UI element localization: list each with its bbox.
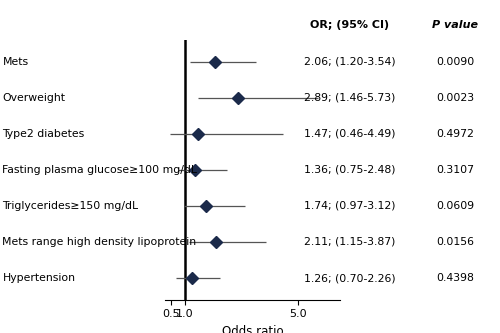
Text: Triglycerides≥150 mg/dL: Triglycerides≥150 mg/dL	[2, 201, 138, 211]
Text: 0.3107: 0.3107	[436, 165, 474, 175]
Text: 2.06; (1.20-3.54): 2.06; (1.20-3.54)	[304, 57, 396, 67]
Text: 0.4398: 0.4398	[436, 273, 474, 283]
Text: 1.26; (0.70-2.26): 1.26; (0.70-2.26)	[304, 273, 396, 283]
Text: Mets range high density lipoprotein: Mets range high density lipoprotein	[2, 237, 196, 247]
Text: Overweight: Overweight	[2, 93, 66, 103]
Text: 0.4972: 0.4972	[436, 129, 474, 139]
Text: 1.36; (0.75-2.48): 1.36; (0.75-2.48)	[304, 165, 396, 175]
Text: Hypertension: Hypertension	[2, 273, 76, 283]
Text: 1.74; (0.97-3.12): 1.74; (0.97-3.12)	[304, 201, 396, 211]
Text: 0.0156: 0.0156	[436, 237, 474, 247]
Text: P value: P value	[432, 20, 478, 30]
Text: 0.0090: 0.0090	[436, 57, 474, 67]
Text: 2.11; (1.15-3.87): 2.11; (1.15-3.87)	[304, 237, 396, 247]
Text: Fasting plasma glucose≥100 mg/dL: Fasting plasma glucose≥100 mg/dL	[2, 165, 198, 175]
X-axis label: Odds ratio: Odds ratio	[222, 325, 284, 333]
Text: 2.89; (1.46-5.73): 2.89; (1.46-5.73)	[304, 93, 396, 103]
Text: OR; (95% CI): OR; (95% CI)	[310, 20, 390, 30]
Text: Type2 diabetes: Type2 diabetes	[2, 129, 85, 139]
Text: 0.0609: 0.0609	[436, 201, 474, 211]
Text: 1.47; (0.46-4.49): 1.47; (0.46-4.49)	[304, 129, 396, 139]
Text: Mets: Mets	[2, 57, 29, 67]
Text: 0.0023: 0.0023	[436, 93, 474, 103]
